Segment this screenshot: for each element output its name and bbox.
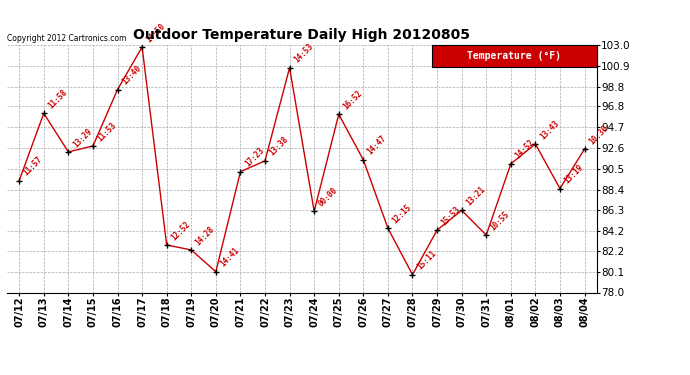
Text: 10:30: 10:30 [587,123,610,146]
Text: 14:41: 14:41 [218,246,241,269]
Text: 12:52: 12:52 [169,219,192,242]
Text: 11:53: 11:53 [95,120,118,143]
Text: 13:38: 13:38 [268,135,290,158]
Text: 13:21: 13:21 [464,184,487,207]
Text: 14:50: 14:50 [145,21,167,44]
Text: 11:57: 11:57 [21,155,44,178]
Text: 13:29: 13:29 [71,126,94,149]
Text: 00:00: 00:00 [317,186,339,209]
Text: 16:52: 16:52 [341,88,364,111]
Text: 13:43: 13:43 [538,118,560,141]
Text: 11:58: 11:58 [46,88,69,110]
Text: 10:55: 10:55 [489,209,511,232]
Title: Outdoor Temperature Daily High 20120805: Outdoor Temperature Daily High 20120805 [133,28,471,42]
Text: 12:15: 12:15 [391,202,413,225]
Text: 15:53: 15:53 [440,204,462,227]
Text: 15:11: 15:11 [415,249,437,272]
Text: 14:52: 14:52 [513,138,536,161]
Text: 14:47: 14:47 [366,134,388,157]
Text: Copyright 2012 Cartronics.com: Copyright 2012 Cartronics.com [7,33,126,42]
Text: 13:19: 13:19 [562,163,585,186]
Text: 13:40: 13:40 [120,64,143,87]
Text: 17:23: 17:23 [243,146,266,169]
Text: 14:28: 14:28 [194,224,217,247]
Text: 14:53: 14:53 [292,42,315,65]
